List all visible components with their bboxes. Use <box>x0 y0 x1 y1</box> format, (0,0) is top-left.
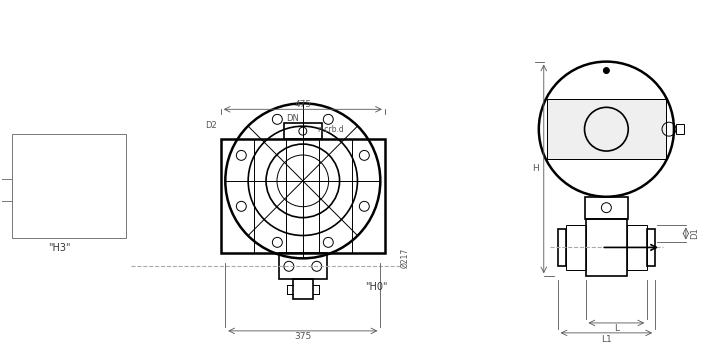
Text: "H0": "H0" <box>365 282 388 292</box>
Bar <box>0 179 12 201</box>
Bar <box>547 99 666 159</box>
Text: D2: D2 <box>206 121 218 130</box>
Bar <box>676 124 684 134</box>
Text: L: L <box>614 324 619 333</box>
Bar <box>627 225 647 270</box>
Bar <box>12 134 127 238</box>
Bar <box>565 225 586 270</box>
Bar <box>221 139 385 253</box>
Bar <box>279 253 327 279</box>
Bar <box>586 219 627 276</box>
Text: "H3": "H3" <box>48 244 70 254</box>
Bar <box>284 123 322 139</box>
Circle shape <box>603 68 610 73</box>
Text: H: H <box>532 165 539 174</box>
Text: DN: DN <box>287 114 299 123</box>
Bar <box>584 197 628 219</box>
Bar <box>547 99 666 159</box>
Text: L1: L1 <box>601 335 612 344</box>
Text: D1: D1 <box>691 228 699 239</box>
Text: 375: 375 <box>294 332 311 341</box>
Text: 475: 475 <box>294 100 311 109</box>
Text: Ø217: Ø217 <box>400 248 409 268</box>
Text: n.crb.d: n.crb.d <box>318 125 344 134</box>
Bar <box>293 279 313 299</box>
Bar <box>558 228 565 266</box>
Bar <box>647 228 655 266</box>
